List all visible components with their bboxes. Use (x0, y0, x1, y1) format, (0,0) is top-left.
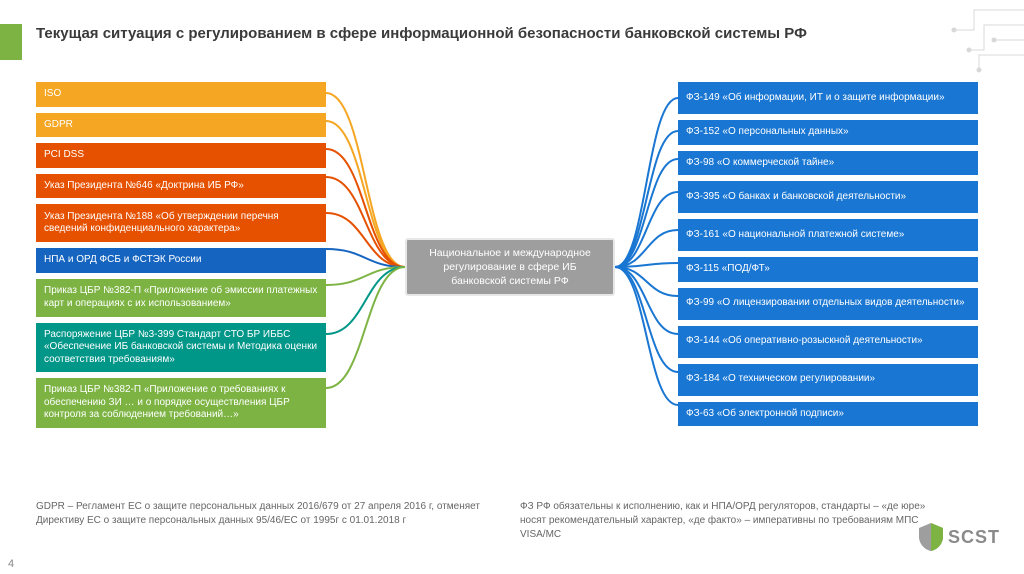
right-box-1: ФЗ-152 «О персональных данных» (678, 120, 978, 145)
right-box-5: ФЗ-115 «ПОД/ФТ» (678, 257, 978, 282)
right-box-9: ФЗ-63 «Об электронной подписи» (678, 402, 978, 427)
left-box-2: PCI DSS (36, 143, 326, 168)
right-column: ФЗ-149 «Об информации, ИТ и о защите инф… (678, 82, 978, 432)
shield-icon (918, 522, 944, 552)
left-box-6: Приказ ЦБР №382-П «Приложение об эмиссии… (36, 279, 326, 317)
right-box-3: ФЗ-395 «О банках и банковской деятельнос… (678, 181, 978, 213)
center-hub: Национальное и международное регулирован… (405, 238, 615, 296)
right-box-2: ФЗ-98 «О коммерческой тайне» (678, 151, 978, 176)
logo-text: SCST (948, 527, 1000, 548)
page-number: 4 (8, 558, 14, 570)
left-box-4: Указ Президента №188 «Об утверждении пер… (36, 204, 326, 242)
left-column: ISO GDPR PCI DSS Указ Президента №646 «Докт… (36, 82, 326, 434)
right-box-4: ФЗ-161 «О национальной платежной системе… (678, 219, 978, 251)
left-box-5: НПА и ОРД ФСБ и ФСТЭК России (36, 248, 326, 273)
right-box-7: ФЗ-144 «Об оперативно-розыскной деятельн… (678, 326, 978, 358)
logo: SCST (918, 522, 1000, 552)
right-box-6: ФЗ-99 «О лицензировании отдельных видов … (678, 288, 978, 320)
right-box-0: ФЗ-149 «Об информации, ИТ и о защите инф… (678, 82, 978, 114)
accent-bar (0, 24, 22, 60)
decorative-circuit (914, 0, 1024, 80)
left-box-0: ISO (36, 82, 326, 107)
left-box-1: GDPR (36, 113, 326, 138)
page-title: Текущая ситуация с регулированием в сфер… (36, 24, 807, 44)
right-box-8: ФЗ-184 «О техническом регулировании» (678, 364, 978, 396)
footnote-gdpr: GDPR – Регламент ЕС о защите персональны… (36, 500, 486, 528)
left-box-8: Приказ ЦБР №382-П «Приложение о требован… (36, 378, 326, 428)
footnote-fz: ФЗ РФ обязательны к исполнению, как и НП… (520, 500, 940, 542)
left-box-7: Распоряжение ЦБР №3-399 Стандарт СТО БР … (36, 323, 326, 373)
left-box-3: Указ Президента №646 «Доктрина ИБ РФ» (36, 174, 326, 199)
